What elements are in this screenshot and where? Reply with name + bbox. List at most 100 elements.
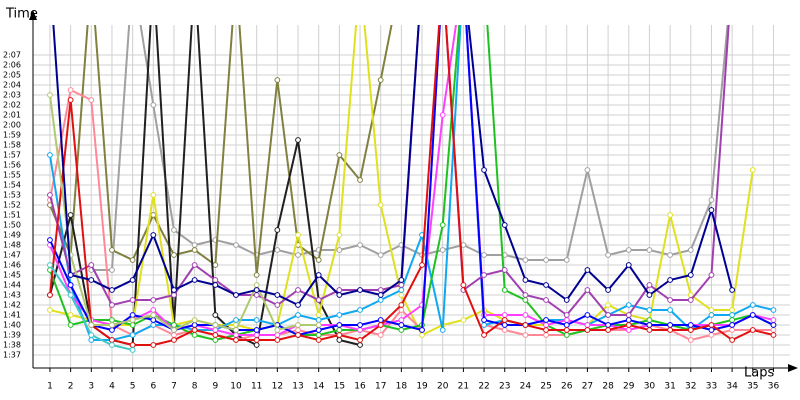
point xyxy=(708,307,715,313)
point xyxy=(129,332,136,338)
point xyxy=(212,332,219,338)
point xyxy=(274,327,281,333)
point xyxy=(274,227,281,233)
x-tick-label: 1 xyxy=(47,382,53,392)
point xyxy=(770,322,777,328)
point xyxy=(501,287,508,293)
point xyxy=(357,177,363,183)
point xyxy=(212,337,219,343)
point xyxy=(460,282,467,288)
x-tick-label: 12 xyxy=(272,382,283,392)
point xyxy=(729,322,736,328)
point xyxy=(109,267,115,273)
point xyxy=(295,252,301,258)
y-tick-label: 1:47 xyxy=(3,251,21,260)
point xyxy=(625,312,632,318)
point xyxy=(315,257,322,263)
y-tick-label: 2:07 xyxy=(3,51,21,60)
point xyxy=(274,247,281,253)
point xyxy=(47,307,53,313)
point xyxy=(67,272,74,278)
x-tick-label: 30 xyxy=(644,382,656,392)
point xyxy=(749,302,756,308)
point xyxy=(377,202,384,208)
point xyxy=(625,322,632,328)
point xyxy=(67,282,74,288)
point xyxy=(605,327,611,333)
point xyxy=(481,252,487,258)
x-tick-label: 3 xyxy=(88,382,94,392)
point xyxy=(109,342,115,348)
point xyxy=(377,287,384,293)
point xyxy=(233,292,239,298)
point xyxy=(212,327,219,333)
point xyxy=(481,332,487,338)
point xyxy=(150,342,157,348)
point xyxy=(253,272,260,278)
point xyxy=(47,237,53,243)
point xyxy=(729,317,736,323)
x-tick-label: 21 xyxy=(458,382,469,392)
point xyxy=(687,322,694,328)
point xyxy=(274,302,281,308)
point xyxy=(625,302,632,308)
point xyxy=(336,327,343,333)
y-tick-label: 1:49 xyxy=(3,231,21,240)
y-axis-arrow xyxy=(29,10,37,20)
point xyxy=(109,247,115,253)
point xyxy=(357,287,363,293)
point xyxy=(439,327,446,333)
x-tick-label: 24 xyxy=(520,382,532,392)
point xyxy=(584,287,591,293)
point xyxy=(109,287,115,293)
point xyxy=(191,317,198,323)
x-tick-label: 25 xyxy=(540,382,551,392)
point xyxy=(377,332,384,338)
y-tick-label: 1:37 xyxy=(3,351,21,360)
x-tick-label: 20 xyxy=(437,382,449,392)
point xyxy=(749,312,756,318)
point xyxy=(377,252,384,258)
point xyxy=(253,342,260,348)
point xyxy=(253,292,260,298)
point xyxy=(212,322,219,328)
point xyxy=(233,337,239,343)
point xyxy=(336,337,343,343)
point xyxy=(398,307,405,313)
x-tick-label: 29 xyxy=(623,382,635,392)
y-tick-label: 2:06 xyxy=(3,61,21,70)
point xyxy=(315,327,322,333)
point xyxy=(357,307,363,313)
series-line xyxy=(52,25,734,307)
point xyxy=(171,292,177,298)
point xyxy=(109,322,115,328)
y-tick-label: 2:05 xyxy=(3,71,21,80)
point xyxy=(646,317,653,323)
point xyxy=(646,247,653,253)
point xyxy=(501,267,508,273)
point xyxy=(150,212,157,218)
point xyxy=(295,332,301,338)
y-tick-label: 1:58 xyxy=(3,141,21,150)
point xyxy=(687,272,694,278)
x-tick-label: 6 xyxy=(150,382,156,392)
x-tick-label: 27 xyxy=(582,382,593,392)
point xyxy=(336,312,343,318)
point xyxy=(336,287,343,293)
point xyxy=(501,222,508,228)
y-tick-label: 1:51 xyxy=(3,211,21,220)
point xyxy=(47,92,53,98)
point xyxy=(377,77,384,83)
point xyxy=(212,262,219,268)
point xyxy=(129,297,136,303)
point xyxy=(295,137,301,143)
point xyxy=(605,322,611,328)
point xyxy=(729,287,736,293)
point xyxy=(109,302,115,308)
point xyxy=(336,247,343,253)
point xyxy=(543,327,549,333)
point xyxy=(584,267,591,273)
point xyxy=(646,282,653,288)
point xyxy=(522,292,529,298)
